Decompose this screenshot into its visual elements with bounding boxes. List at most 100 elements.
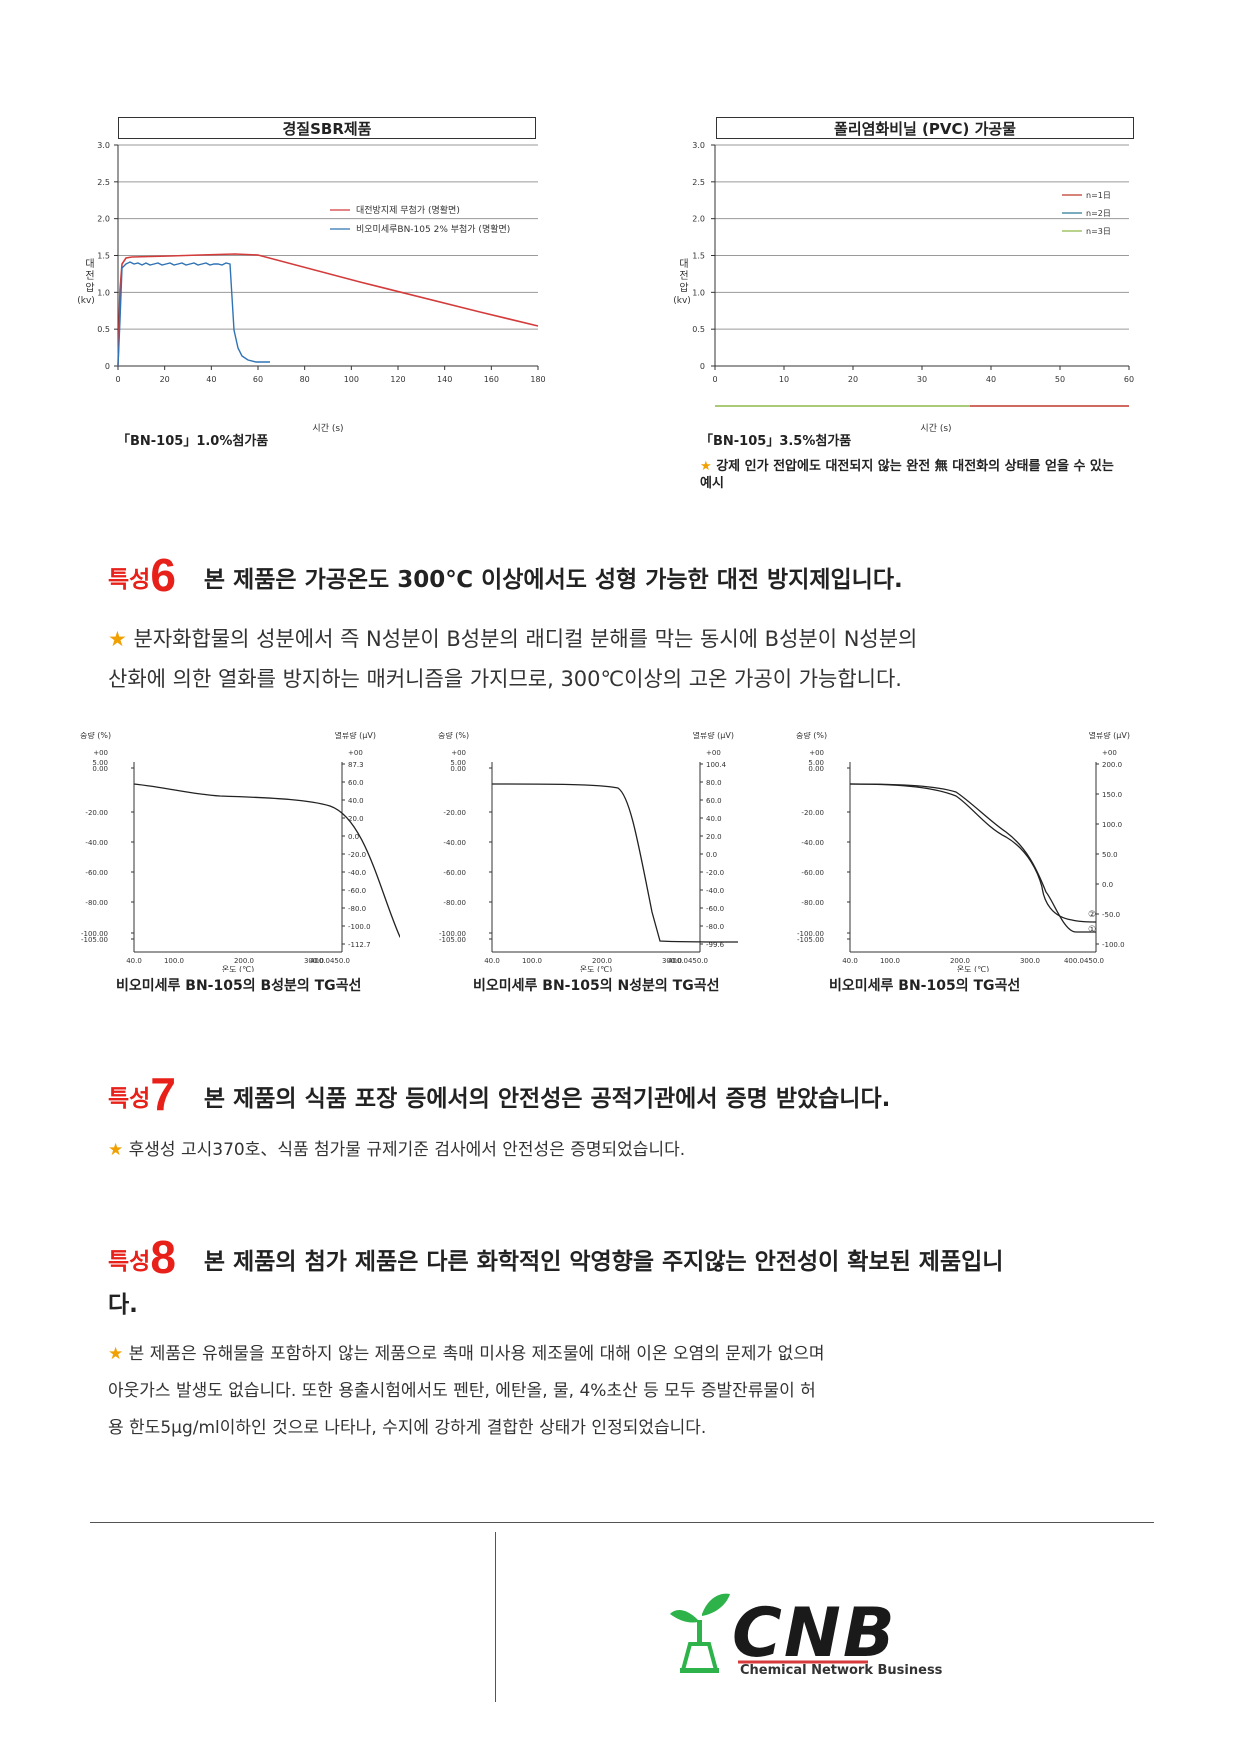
right-tick-label: -60.0 bbox=[706, 905, 724, 913]
chart1-legend: 대전방지제 무첨가 (명활면) 비오미세루BN-105 2% 부첨가 (명활면) bbox=[330, 204, 510, 235]
left-tick-label: 0.00 bbox=[92, 765, 108, 773]
logo-brand: CNB bbox=[732, 1594, 897, 1673]
x-tick-label: 300.0 bbox=[662, 957, 682, 965]
svg-text:비오미세루BN-105 2% 부첨가 (명활면): 비오미세루BN-105 2% 부첨가 (명활면) bbox=[356, 223, 510, 235]
right-tick-label: -112.7 bbox=[348, 941, 371, 949]
left-tick-label: -20.00 bbox=[85, 809, 108, 817]
x-tick-label: 450.0 bbox=[1084, 957, 1104, 965]
footer-vertical-divider bbox=[495, 1532, 496, 1702]
left-tick-label: 0.00 bbox=[808, 765, 824, 773]
right-axis-title: 열류량 (μV) bbox=[1089, 732, 1130, 740]
left-tick-label: -60.00 bbox=[443, 869, 466, 877]
y-tick-label: 2.5 bbox=[97, 178, 110, 187]
svg-text:대전방지제 무첨가 (명활면): 대전방지제 무첨가 (명활면) bbox=[356, 204, 460, 216]
right-axis-title: 열류량 (μV) bbox=[693, 732, 734, 740]
right-tick-label: -80.0 bbox=[348, 905, 366, 913]
chart1-caption: 「BN-105」1.0%첨가품 bbox=[117, 434, 269, 449]
y-tick-label: 1.0 bbox=[692, 288, 705, 297]
y-tick-label: 1.5 bbox=[97, 252, 110, 261]
x-tick-label: 40.0 bbox=[484, 957, 500, 965]
star-icon: ★ bbox=[108, 627, 127, 651]
feature8-line2: 아웃가스 발생도 없습니다. 또한 용출시험에서도 펜탄, 에탄올, 물, 4%… bbox=[108, 1381, 816, 1401]
right-tick-label: 20.0 bbox=[706, 833, 722, 841]
x-tick-label: 60 bbox=[253, 375, 263, 384]
left-axis-title: 중량 (%) bbox=[796, 732, 827, 740]
x-tick-label: 120 bbox=[390, 375, 405, 384]
right-tick-label: 40.0 bbox=[348, 797, 364, 805]
y-tick-label: 1.0 bbox=[97, 288, 110, 297]
x-tick-label: 100.0 bbox=[522, 957, 542, 965]
right-tick-label: -40.0 bbox=[706, 887, 724, 895]
left-tick-label: -80.00 bbox=[443, 899, 466, 907]
x-axis-title: 온도 (℃) bbox=[222, 965, 255, 972]
tg-chart-3: 중량 (%) 열류량 (μV) +00 5.000.00 -20.00 -40.00 -60… bbox=[796, 732, 1130, 972]
y-tick-label: 0.5 bbox=[692, 325, 705, 334]
feature6-line1: ★ 분자화합물의 성분에서 즉 N성분이 B성분의 래디컬 분해를 막는 동시에… bbox=[108, 627, 918, 651]
x-tick-label: 300.0 bbox=[304, 957, 324, 965]
tg-curve bbox=[491, 783, 739, 943]
right-tick-label: -20.0 bbox=[706, 869, 724, 877]
right-tick-label: 20.0 bbox=[348, 815, 364, 823]
svg-text:(kv): (kv) bbox=[673, 296, 691, 306]
right-tick-label: 0.0 bbox=[348, 833, 359, 841]
left-tick-label: -80.00 bbox=[85, 899, 108, 907]
x-tick-label: 140 bbox=[437, 375, 452, 384]
left-tick-label: +00 bbox=[93, 749, 108, 757]
left-tick-label: -20.00 bbox=[443, 809, 466, 817]
x-tick-label: 50 bbox=[1055, 375, 1065, 384]
feature6-body: ★ 분자화합물의 성분에서 즉 N성분이 B성분의 래디컬 분해를 막는 동시에… bbox=[108, 619, 1138, 699]
x-tick-label: 60 bbox=[1124, 375, 1134, 384]
left-tick-label: -40.00 bbox=[443, 839, 466, 847]
left-tick-label: -105.00 bbox=[81, 936, 108, 944]
left-tick-label: +00 bbox=[451, 749, 466, 757]
svg-text:압: 압 bbox=[85, 281, 94, 294]
right-tick-label: -80.0 bbox=[706, 923, 724, 931]
svg-text:압: 압 bbox=[679, 281, 688, 294]
tg-chart-1: 중량 (%) 열류량 (μV) +00 5.000.00 -20.00 -40.00 -60… bbox=[80, 732, 400, 972]
star-icon: ★ bbox=[108, 1344, 124, 1364]
svg-text:대: 대 bbox=[85, 258, 94, 270]
x-tick-label: 450.0 bbox=[688, 957, 708, 965]
chart2-title: 폴리염화비닐 (PVC) 가공물 bbox=[716, 117, 1134, 139]
left-tick-label: 5.00 bbox=[808, 759, 824, 767]
feature8-line1: ★ 본 제품은 유해물을 포함하지 않는 제품으로 촉매 미사용 제조물에 대해… bbox=[108, 1344, 825, 1364]
chart2-legend: n=1日 n=2日 n=3日 bbox=[1062, 191, 1111, 236]
x-tick-label: 400.0 bbox=[310, 957, 330, 965]
left-tick-label: -40.00 bbox=[801, 839, 824, 847]
feature6-line2: 산화에 의한 열화를 방지하는 매커니즘을 가지므로, 300℃이상의 고온 가… bbox=[108, 667, 902, 691]
right-tick-label: 150.0 bbox=[1102, 791, 1122, 799]
svg-text:n=1日: n=1日 bbox=[1086, 191, 1111, 200]
left-tick-label: -80.00 bbox=[801, 899, 824, 907]
right-tick-label: +00 bbox=[1102, 749, 1117, 757]
left-tick-label: -60.00 bbox=[801, 869, 824, 877]
x-tick-label: 400.0 bbox=[668, 957, 688, 965]
x-tick-label: 200.0 bbox=[592, 957, 612, 965]
x-tick-label: 200.0 bbox=[950, 957, 970, 965]
left-tick-label: -105.00 bbox=[797, 936, 824, 944]
left-tick-label: -105.00 bbox=[439, 936, 466, 944]
y-tick-label: 2.0 bbox=[692, 215, 705, 224]
left-tick-label: -100.00 bbox=[81, 930, 108, 938]
logo-tagline: Chemical Network Business bbox=[740, 1663, 943, 1678]
chart1-series-blue bbox=[117, 261, 270, 367]
x-tick-label: 100 bbox=[344, 375, 359, 384]
right-tick-label: 50.0 bbox=[1102, 851, 1118, 859]
left-tick-label: -40.00 bbox=[85, 839, 108, 847]
plant-icon bbox=[670, 1593, 730, 1673]
x-tick-label: 100.0 bbox=[164, 957, 184, 965]
x-tick-label: 40 bbox=[206, 375, 216, 384]
svg-text:전: 전 bbox=[85, 270, 94, 282]
right-tick-label: 200.0 bbox=[1102, 761, 1122, 769]
feature6-heading: 특성6 본 제품은 가공온도 300℃ 이상에서도 성형 가능한 대전 방지제입니… bbox=[108, 549, 903, 601]
svg-text:n=2日: n=2日 bbox=[1086, 209, 1111, 218]
chart1-title: 경질SBR제품 bbox=[118, 117, 536, 139]
right-tick-label: -100.0 bbox=[348, 923, 371, 931]
right-tick-label: 0.0 bbox=[706, 851, 717, 859]
right-tick-label: 60.0 bbox=[706, 797, 722, 805]
left-axis-title: 중량 (%) bbox=[438, 732, 469, 740]
feature8-body: ★ 본 제품은 유해물을 포함하지 않는 제품으로 촉매 미사용 제조물에 대해… bbox=[108, 1336, 1138, 1447]
y-tick-label: 1.5 bbox=[692, 252, 705, 261]
footer-divider bbox=[90, 1522, 1154, 1523]
right-tick-label: 60.0 bbox=[348, 779, 364, 787]
right-tick-label: 40.0 bbox=[706, 815, 722, 823]
